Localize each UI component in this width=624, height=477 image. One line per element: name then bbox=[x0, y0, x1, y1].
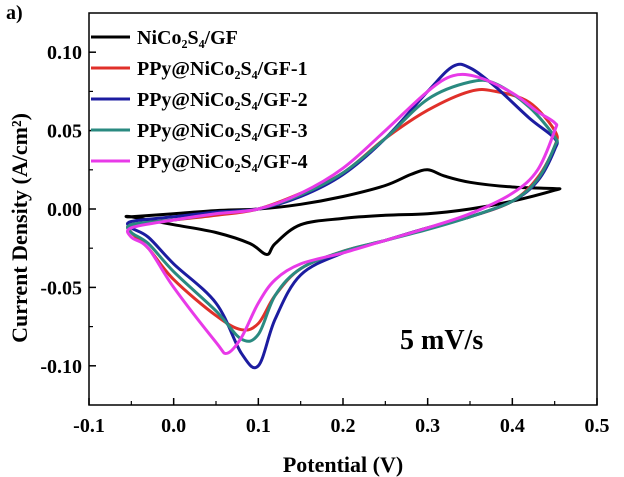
x-tick-label: 0.3 bbox=[415, 415, 440, 437]
x-tick-label: 0.1 bbox=[246, 415, 271, 437]
panel-label: a) bbox=[6, 2, 23, 24]
y-tick-label: 0.05 bbox=[47, 121, 82, 143]
x-axis-label: Potential (V) bbox=[283, 452, 403, 477]
y-axis-label: Current Density (A/cm²) bbox=[7, 113, 32, 343]
y-tick-label: 0.00 bbox=[47, 199, 82, 221]
y-tick-label: -0.10 bbox=[40, 356, 82, 378]
x-tick-label: 0.2 bbox=[331, 415, 356, 437]
series-line-1 bbox=[124, 168, 562, 256]
series-line-5 bbox=[125, 72, 559, 355]
legend-label-5: PPy@NiCo₂S₄/GF-4 bbox=[137, 151, 308, 173]
legend-label-4: PPy@NiCo₂S₄/GF-3 bbox=[137, 120, 308, 142]
legend-label-1: NiCo₂S₄/GF bbox=[137, 27, 238, 49]
y-tick-label: 0.10 bbox=[47, 42, 82, 64]
legend-label-3: PPy@NiCo₂S₄/GF-2 bbox=[137, 89, 308, 111]
x-tick-label: 0.0 bbox=[161, 415, 186, 437]
x-tick-label: -0.1 bbox=[73, 415, 105, 437]
x-tick-label: 0.5 bbox=[585, 415, 610, 437]
legend-label-2: PPy@NiCo₂S₄/GF-1 bbox=[137, 58, 308, 80]
legend: NiCo₂S₄/GF PPy@NiCo₂S₄/GF-1 PPy@NiCo₂S₄/GF… bbox=[91, 27, 308, 173]
series-layer bbox=[124, 62, 562, 370]
scan-rate-annotation: 5 mV/s bbox=[400, 325, 483, 356]
series-line-4 bbox=[126, 78, 559, 343]
axes: -0.1 0.0 0.1 0.2 0.3 0.4 0.5 -0.10 -0.05 0.00 0.05… bbox=[40, 12, 610, 437]
x-tick-label: 0.4 bbox=[500, 415, 525, 437]
y-tick-label: -0.05 bbox=[40, 277, 82, 299]
